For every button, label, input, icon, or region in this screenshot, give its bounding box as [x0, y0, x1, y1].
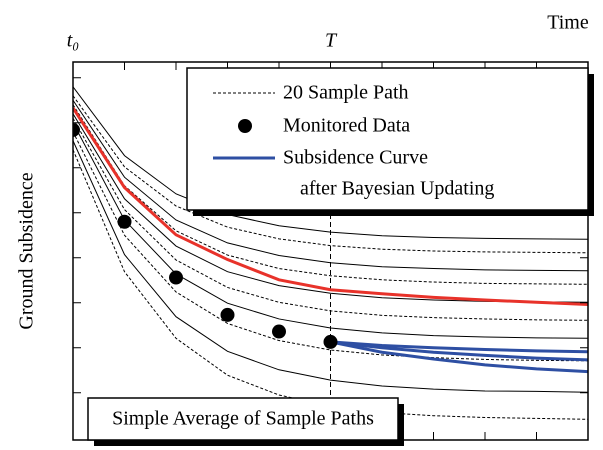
- legend-label: 20 Sample Path: [283, 82, 409, 104]
- monitored-point: [73, 122, 80, 137]
- sample-path: [73, 140, 588, 393]
- sample-path: [73, 95, 588, 254]
- sample-path: [73, 118, 588, 321]
- updated-curve: [330, 340, 588, 354]
- sample-path: [73, 104, 588, 285]
- legend-label: Monitored Data: [283, 115, 410, 137]
- legend-box: [186, 67, 589, 211]
- monitored-point: [220, 307, 235, 322]
- legend-label: Subsidence Curve: [283, 147, 428, 169]
- monitored-point: [169, 270, 183, 285]
- monitored-point: [117, 214, 132, 229]
- plot-area: [73, 62, 588, 440]
- caption-box: [87, 397, 399, 441]
- sample-path: [73, 131, 588, 362]
- monitored-point: [323, 334, 338, 349]
- marker-label: t₀: [67, 30, 80, 52]
- average-line: [73, 107, 588, 307]
- y-axis-label: Ground Subsidence: [16, 172, 38, 329]
- monitored-point: [272, 324, 286, 339]
- overlay: t₀ T 20 Sample Path Monitored Data Subsidenc…: [67, 30, 594, 446]
- updated-curve: [330, 340, 588, 374]
- legend-swatch: [238, 119, 252, 133]
- sample-path: [73, 99, 588, 272]
- legend-label: after Bayesian Updating: [300, 178, 494, 200]
- sample-path: [73, 122, 588, 339]
- updated-curve: [330, 340, 588, 362]
- sample-path: [73, 86, 588, 240]
- caption-label: Simple Average of Sample Paths: [112, 408, 374, 430]
- x-axis-label: Time: [547, 12, 589, 34]
- marker-label: T: [325, 30, 338, 52]
